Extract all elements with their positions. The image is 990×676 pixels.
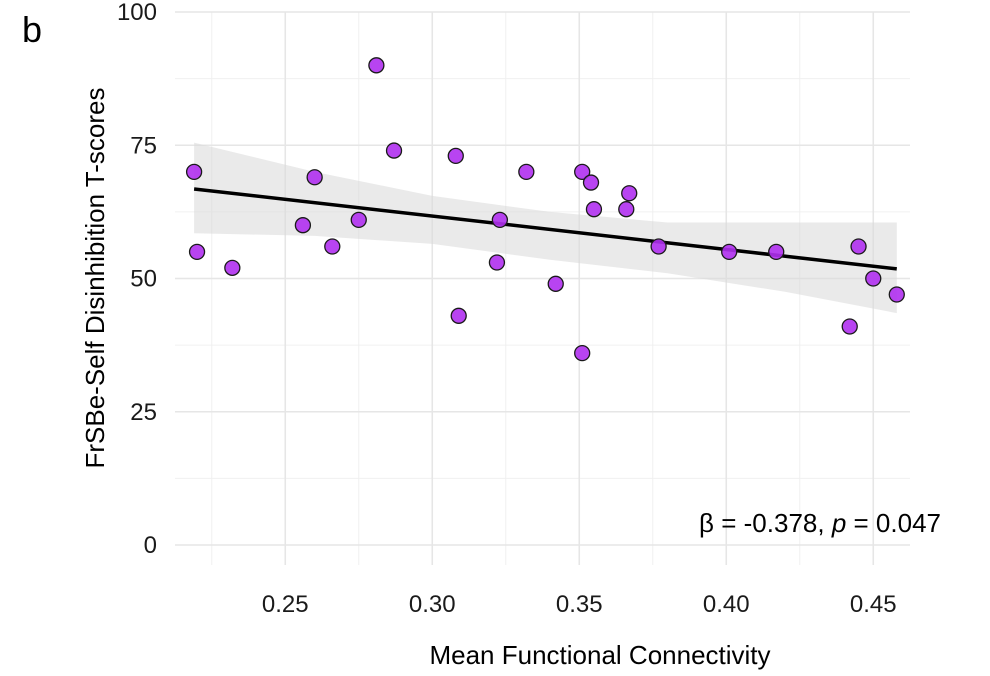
y-tick-label: 0	[144, 532, 157, 559]
beta-symbol: β	[699, 508, 714, 538]
data-point	[306, 169, 323, 186]
data-point	[488, 254, 506, 271]
stat-annotation: β = -0.378, p = 0.047	[699, 508, 941, 538]
y-tick-label: 75	[130, 132, 157, 159]
y-tick-labels: 0 25 50 75 100	[117, 0, 157, 559]
data-point	[491, 211, 509, 229]
data-point	[650, 238, 667, 255]
data-point	[768, 243, 785, 261]
data-point	[850, 238, 867, 255]
data-point	[188, 243, 206, 261]
y-tick-label: 50	[130, 266, 157, 293]
data-point	[350, 211, 367, 229]
data-point	[547, 275, 564, 292]
x-axis-title: Mean Functional Connectivity	[429, 640, 770, 670]
data-point	[841, 318, 858, 335]
data-point	[224, 259, 241, 276]
data-point	[721, 243, 738, 261]
y-tick-label: 100	[117, 0, 157, 26]
data-point	[368, 57, 385, 74]
data-point	[621, 185, 638, 202]
data-point	[585, 201, 603, 218]
data-point	[450, 307, 467, 324]
y-tick-label: 25	[130, 399, 157, 426]
data-point	[518, 163, 535, 181]
p-symbol: p	[831, 508, 846, 538]
data-point	[888, 286, 905, 303]
data-point	[574, 163, 591, 181]
data-point	[447, 147, 464, 165]
beta-value: = -0.378,	[714, 508, 832, 538]
panel-label: b	[22, 9, 42, 50]
x-tick-label: 0.35	[556, 591, 603, 618]
data-point	[582, 174, 600, 191]
data-point	[865, 270, 882, 287]
x-tick-label: 0.40	[703, 591, 750, 618]
data-point	[618, 201, 635, 218]
y-axis-title: FrSBe-Self Disinhibition T-scores	[80, 88, 110, 469]
data-point	[324, 238, 341, 255]
data-points	[185, 57, 905, 362]
x-tick-label: 0.25	[262, 591, 309, 618]
data-point	[294, 217, 312, 234]
grid	[175, 11, 910, 565]
data-point	[574, 344, 591, 362]
x-tick-label: 0.45	[850, 591, 897, 618]
x-tick-label: 0.30	[409, 591, 456, 618]
x-tick-labels: 0.25 0.30 0.35 0.40 0.45	[262, 591, 897, 618]
data-point	[385, 142, 403, 159]
p-value: = 0.047	[846, 508, 941, 538]
data-point	[185, 163, 203, 181]
